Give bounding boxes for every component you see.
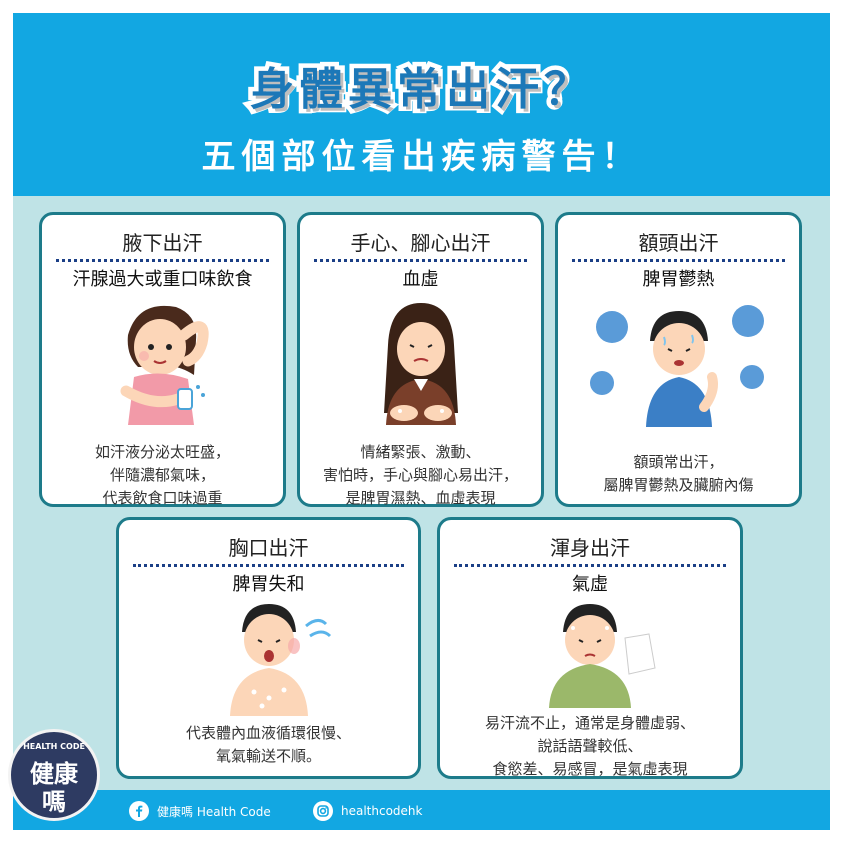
- forehead-sweat-illustration: [589, 305, 764, 427]
- dotted-divider: [314, 259, 527, 262]
- dotted-divider: [572, 259, 785, 262]
- card-subtitle: 血虛: [402, 269, 439, 290]
- card-title: 腋下出汗: [122, 231, 203, 255]
- logo-text-line2: 嗎: [42, 788, 66, 816]
- facebook-icon: [129, 801, 149, 821]
- poster: 身體異常出汗？ 五個部位看出疾病警告！ 腋下出汗 汗腺過大或重口味飲食 如汗液分…: [13, 13, 830, 830]
- card-title: 渾身出汗: [550, 536, 630, 560]
- description-line: 是脾胃濕熱、血虛表現: [345, 489, 496, 507]
- description-line: 易汗流不止，通常是身體虛弱、: [484, 714, 695, 732]
- card-palms-soles: 手心、腳心出汗 血虛 情緒緊張、激動、 害怕時，手心與腳心易出汗， 是脾胃濕熱、…: [297, 212, 544, 507]
- footer-bar: 健康嗎 Health Code healthcodehk: [13, 790, 830, 830]
- description-line: 害怕時，手心與腳心易出汗，: [322, 466, 518, 484]
- card-title: 額頭出汗: [638, 231, 719, 255]
- instagram-icon: [313, 801, 333, 821]
- description-line: 食慾差、易感冒，是氣虛表現: [492, 760, 688, 778]
- description-line: 代表體內血液循環很慢、: [185, 724, 351, 742]
- facebook-label: 健康嗎 Health Code: [157, 804, 271, 819]
- instagram-link[interactable]: healthcodehk: [313, 801, 422, 821]
- description-line: 屬脾胃鬱熱及臟腑內傷: [603, 476, 754, 494]
- card-subtitle: 脾胃鬱熱: [642, 269, 715, 290]
- card-subtitle: 氣虛: [572, 574, 608, 595]
- card-description: 代表體內血液循環很慢、 氧氣輸送不順。: [119, 722, 418, 768]
- description-line: 伴隨濃郁氣味，: [109, 466, 215, 484]
- dotted-divider: [454, 564, 726, 567]
- description-line: 如汗液分泌太旺盛，: [94, 443, 230, 461]
- card-subtitle: 汗腺過大或重口味飲食: [72, 269, 253, 290]
- card-whole-body: 渾身出汗 氣虛 易汗流不止，通常是身體虛弱、 說話語聲較低、 食慾差、易感冒，是…: [437, 517, 743, 779]
- card-subtitle: 脾胃失和: [232, 574, 305, 595]
- card-chest: 胸口出汗 脾胃失和 代表體內血液循環很慢、 氧氣輸送不順。: [116, 517, 421, 779]
- card-title: 胸口出汗: [228, 536, 309, 560]
- subtitle: 五個部位看出疾病警告！: [201, 137, 642, 177]
- palm-sweat-illustration: [383, 303, 458, 425]
- instagram-label: healthcodehk: [341, 804, 423, 818]
- description-line: 情緒緊張、激動、: [360, 443, 481, 461]
- card-description: 額頭常出汗， 屬脾胃鬱熱及臟腑內傷: [558, 451, 799, 497]
- description-line: 額頭常出汗，: [633, 453, 724, 471]
- description-line: 說話語聲較低、: [537, 737, 643, 755]
- logo-top-text: HEALTH CODE: [23, 742, 85, 751]
- card-description: 易汗流不止，通常是身體虛弱、 說話語聲較低、 食慾差、易感冒，是氣虛表現: [440, 712, 740, 781]
- health-code-logo: HEALTH CODE 健康 嗎: [8, 729, 100, 821]
- facebook-link[interactable]: 健康嗎 Health Code: [129, 801, 271, 821]
- body-sweat-illustration: [549, 604, 656, 708]
- main-title: 身體異常出汗？: [246, 60, 593, 120]
- description-line: 代表飲食口味過重: [102, 489, 223, 507]
- card-description: 情緒緊張、激動、 害怕時，手心與腳心易出汗， 是脾胃濕熱、血虛表現: [300, 441, 541, 510]
- card-forehead: 額頭出汗 脾胃鬱熱 額頭常出汗， 屬脾胃鬱熱及臟腑內傷: [555, 212, 802, 507]
- card-title: 手心、腳心出汗: [350, 231, 491, 255]
- description-line: 氧氣輸送不順。: [215, 747, 321, 765]
- logo-text-line1: 健康: [30, 760, 78, 788]
- card-description: 如汗液分泌太旺盛， 伴隨濃郁氣味， 代表飲食口味過重: [42, 441, 283, 510]
- dotted-divider: [133, 564, 404, 567]
- dotted-divider: [56, 259, 269, 262]
- card-armpit: 腋下出汗 汗腺過大或重口味飲食 如汗液分泌太旺盛， 伴隨濃郁氣味， 代表飲食口味…: [39, 212, 286, 507]
- chest-sweat-illustration: [229, 604, 331, 716]
- armpit-sweat-illustration: [120, 305, 209, 425]
- header-banner: 身體異常出汗？ 五個部位看出疾病警告！: [13, 13, 830, 196]
